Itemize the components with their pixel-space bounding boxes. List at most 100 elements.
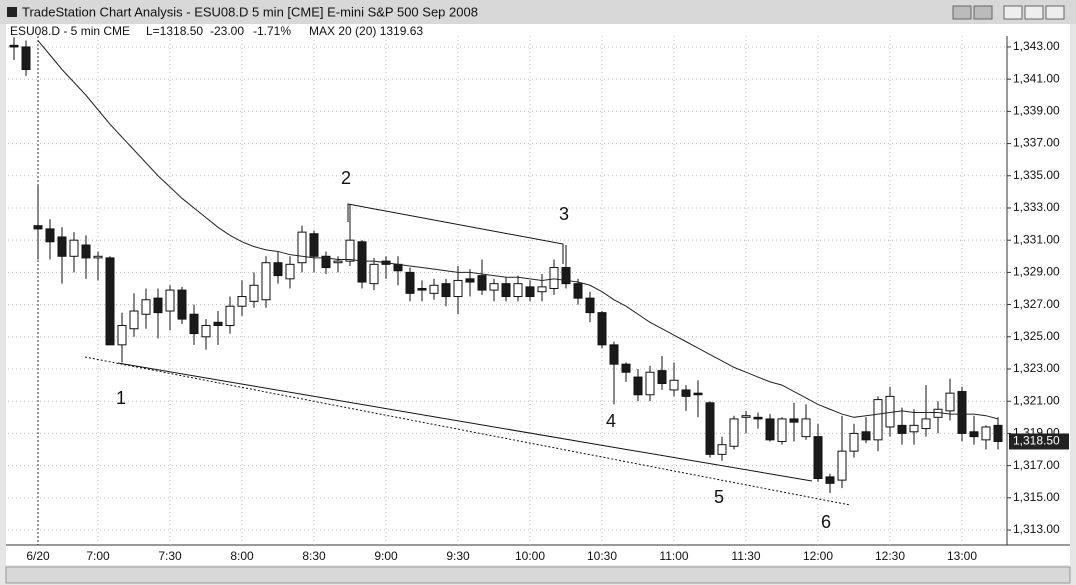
candle-body	[765, 418, 775, 441]
toolbar-button[interactable]	[973, 5, 993, 20]
x-tick-label: 11:30	[731, 549, 760, 563]
change-pct-info: -1.71%	[253, 24, 291, 38]
candle-body	[177, 289, 187, 320]
candle-body	[693, 392, 703, 396]
candle-body	[225, 305, 235, 327]
candle-body	[309, 233, 319, 257]
candle-body	[9, 44, 19, 48]
last-price-box	[1009, 433, 1069, 450]
moving-average	[37, 40, 999, 420]
candle-body	[117, 325, 127, 346]
candle-body	[945, 392, 955, 412]
candle-body	[261, 262, 271, 301]
candle-body	[405, 271, 415, 294]
candle-body	[993, 424, 1003, 442]
minimize-button[interactable]	[1003, 5, 1023, 20]
candle-body	[633, 376, 643, 396]
candle-body	[321, 255, 331, 269]
candle-body	[837, 450, 847, 481]
candle-body	[141, 299, 151, 315]
candle-body	[429, 284, 439, 294]
candle-body	[537, 286, 547, 293]
candle-body	[981, 426, 991, 441]
candle-body	[825, 476, 835, 484]
candle-body	[525, 286, 535, 298]
candle-body	[453, 279, 463, 298]
y-tick-label: 1,327.00	[1013, 297, 1060, 311]
candle-body	[105, 257, 115, 346]
candle-body	[597, 312, 607, 346]
candle-body	[165, 289, 175, 312]
x-tick-label: 12:30	[875, 549, 905, 563]
candle-body	[657, 370, 667, 384]
candle-body	[213, 321, 223, 327]
candle-body	[465, 278, 475, 283]
annotation: 1	[116, 388, 126, 408]
candle-body	[357, 241, 367, 283]
y-tick-label: 1,325.00	[1013, 329, 1060, 343]
y-tick-label: 1,313.00	[1013, 522, 1060, 536]
annotation: 3	[559, 204, 569, 224]
candle-body	[549, 267, 559, 289]
candle-body	[609, 344, 619, 365]
candle-body	[297, 231, 307, 264]
candle-body	[417, 287, 427, 291]
candle-body	[189, 313, 199, 335]
symbol-info: ESU08.D - 5 min CME	[10, 24, 130, 38]
y-tick-label: 1,331.00	[1013, 232, 1060, 246]
toolbar-button[interactable]	[952, 5, 972, 20]
annotation: 5	[714, 487, 724, 507]
x-tick-label: 11:00	[659, 549, 688, 563]
candle-body	[237, 296, 247, 307]
candle-body	[921, 418, 931, 430]
scrollbar[interactable]	[5, 566, 1071, 584]
candle-body	[909, 424, 919, 433]
candle-body	[669, 379, 679, 391]
candle-body	[81, 244, 91, 259]
candle-body	[93, 255, 103, 259]
candle-body	[849, 432, 859, 452]
last-price-label: 1,318.50	[1013, 434, 1060, 448]
candle-body	[441, 283, 451, 298]
candle-body	[369, 263, 379, 285]
candle-body	[153, 297, 163, 314]
y-tick-label: 1,337.00	[1013, 136, 1060, 150]
y-tick-label: 1,317.00	[1013, 458, 1060, 472]
candle-body	[777, 418, 787, 442]
candle-body	[813, 436, 823, 479]
candle-body	[57, 236, 67, 257]
y-tick-label: 1,343.00	[1013, 39, 1060, 53]
candle-body	[621, 363, 631, 373]
y-tick-label: 1,339.00	[1013, 104, 1060, 118]
candle-body	[45, 228, 55, 243]
maximize-button[interactable]	[1024, 5, 1044, 20]
y-tick-label: 1,333.00	[1013, 200, 1060, 214]
candle-body	[21, 46, 31, 70]
y-tick-label: 1,321.00	[1013, 393, 1060, 407]
candle-body	[705, 402, 715, 455]
candle-body	[573, 283, 583, 299]
candle-body	[489, 283, 499, 291]
x-tick-label: 10:30	[587, 549, 617, 563]
x-tick-label: 7:00	[86, 549, 110, 563]
candle-body	[897, 424, 907, 434]
last-info: L=1318.50	[146, 24, 203, 38]
candle-body	[513, 283, 523, 298]
candle-body	[957, 391, 967, 434]
study-info: MAX 20 (20) 1319.63	[309, 24, 423, 38]
close-button[interactable]	[1045, 5, 1065, 20]
trendline	[117, 362, 813, 482]
candle-body	[477, 275, 487, 291]
candle-body	[273, 262, 283, 277]
candle-body	[501, 283, 511, 298]
x-tick-label: 9:30	[446, 549, 470, 563]
x-tick-label: 12:00	[803, 549, 833, 563]
candle-body	[717, 444, 727, 455]
candle-body	[861, 431, 871, 441]
candle-body	[969, 431, 979, 438]
trendline	[347, 203, 564, 264]
change-info: -23.00	[210, 24, 244, 38]
x-tick-label: 6/20	[26, 549, 50, 563]
x-tick-label: 8:30	[302, 549, 326, 563]
